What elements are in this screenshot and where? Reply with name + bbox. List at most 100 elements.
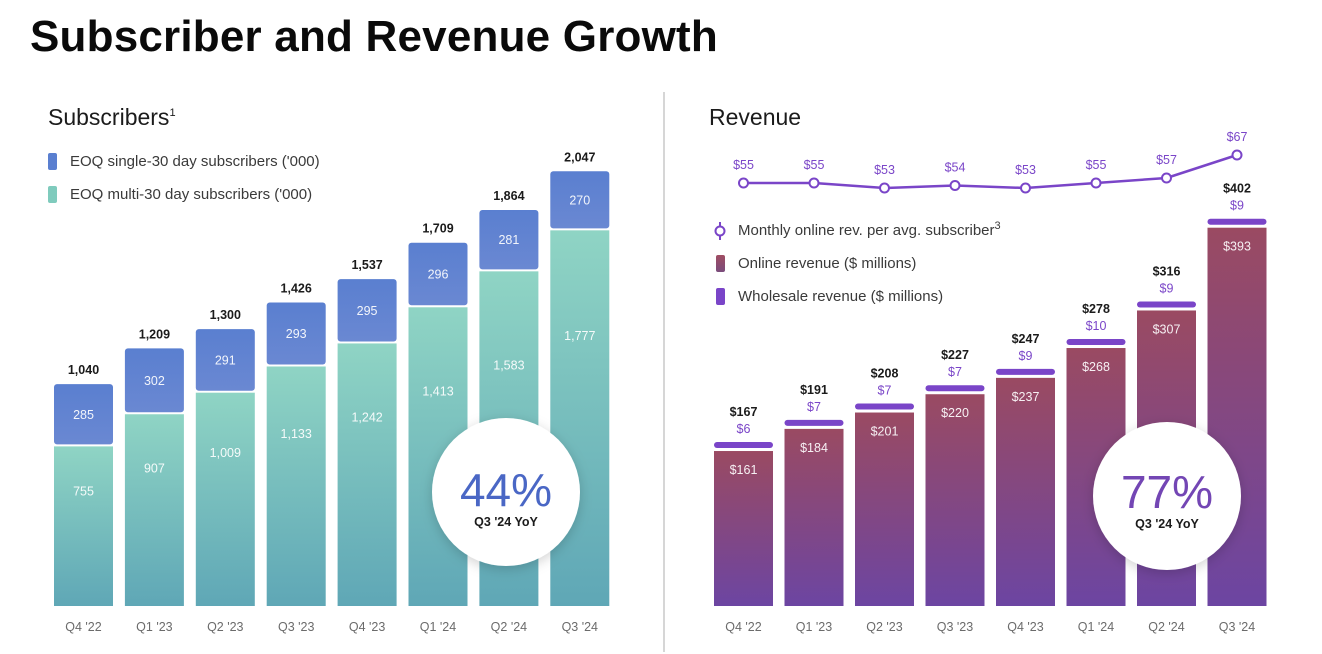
bar-online-revenue <box>996 377 1055 606</box>
subscribers-chart: Subscribers1 EOQ single-30 day subscribe… <box>48 104 610 634</box>
label-wholesale-revenue: $9 <box>1160 281 1174 295</box>
x-tick-label: Q4 '23 <box>1007 620 1043 634</box>
x-tick-label: Q1 '23 <box>136 620 172 634</box>
x-tick-label: Q4 '22 <box>65 620 101 634</box>
label-online-revenue: $237 <box>1012 390 1040 404</box>
x-tick-label: Q3 '23 <box>937 620 973 634</box>
bar-online-revenue <box>925 394 985 606</box>
label-total-subscribers: 1,537 <box>351 258 382 272</box>
bar-wholesale-revenue <box>1207 218 1267 225</box>
label-total-revenue: $227 <box>941 348 969 362</box>
bar-single-30 <box>408 242 468 306</box>
revenue-chart: Revenue $161 $6 $167 Q4 '22 $184 $7 $191 Q1 '23… <box>709 104 1267 634</box>
label-single-30: 296 <box>428 268 449 282</box>
bar-online-revenue <box>714 451 773 606</box>
yoy-value: 77% <box>1121 466 1213 518</box>
yoy-caption: Q3 '24 YoY <box>474 515 538 529</box>
subscribers-title: Subscribers1 <box>48 104 176 130</box>
arpu-label: $57 <box>1156 153 1177 167</box>
x-tick-label: Q2 '24 <box>1148 620 1184 634</box>
bar-wholesale-revenue <box>855 403 914 410</box>
bar-single-30 <box>479 209 539 270</box>
bar-single-30 <box>124 348 184 413</box>
label-total-revenue: $247 <box>1012 332 1040 346</box>
arpu-point <box>738 177 749 189</box>
label-wholesale-revenue: $7 <box>948 365 962 379</box>
label-online-revenue: $161 <box>730 463 758 477</box>
legend-label-online: Online revenue ($ millions) <box>738 255 916 272</box>
x-tick-label: Q3 '23 <box>278 620 314 634</box>
bar-wholesale-revenue <box>1137 301 1196 308</box>
legend-swatch-multi <box>48 186 57 203</box>
label-wholesale-revenue: $9 <box>1230 199 1244 213</box>
x-tick-label: Q2 '23 <box>866 620 902 634</box>
legend-label-wholesale: Wholesale revenue ($ millions) <box>738 288 943 305</box>
bar-online-revenue <box>855 412 914 606</box>
label-multi-30: 1,413 <box>422 384 453 398</box>
legend-swatch-online <box>716 255 725 272</box>
label-multi-30: 1,009 <box>210 446 241 460</box>
label-multi-30: 1,583 <box>493 359 524 373</box>
bar-single-30 <box>54 384 113 445</box>
yoy-value: 44% <box>460 464 552 516</box>
arpu-point <box>1161 172 1172 184</box>
label-total-subscribers: 1,864 <box>493 189 524 203</box>
label-total-subscribers: 1,426 <box>281 282 312 296</box>
panel-divider <box>663 92 665 652</box>
legend-label-arpu: Monthly online rev. per avg. subscriber3 <box>738 220 1001 239</box>
bar-online-revenue <box>784 428 844 606</box>
x-tick-label: Q4 '23 <box>349 620 385 634</box>
label-online-revenue: $307 <box>1153 322 1181 336</box>
arpu-label: $53 <box>1015 163 1036 177</box>
bar-single-30 <box>550 171 610 229</box>
legend-marker-arpu <box>714 225 726 237</box>
label-total-revenue: $191 <box>800 383 828 397</box>
subscribers-legend: EOQ single-30 day subscribers ('000) EOQ… <box>48 153 320 203</box>
revenue-yoy-callout: 77% Q3 '24 YoY <box>1093 422 1241 570</box>
label-total-subscribers: 1,209 <box>139 327 170 341</box>
label-online-revenue: $268 <box>1082 360 1110 374</box>
label-single-30: 281 <box>498 233 519 247</box>
label-wholesale-revenue: $9 <box>1019 349 1033 363</box>
label-multi-30: 1,242 <box>351 410 382 424</box>
label-single-30: 295 <box>357 304 378 318</box>
arpu-label: $55 <box>804 158 825 172</box>
yoy-circle <box>1093 422 1241 570</box>
bar-single-30 <box>337 279 397 342</box>
x-tick-label: Q3 '24 <box>1219 620 1255 634</box>
bar-wholesale-revenue <box>925 385 985 392</box>
label-single-30: 270 <box>569 193 590 207</box>
bar-wholesale-revenue <box>714 442 773 449</box>
label-online-revenue: $393 <box>1223 240 1251 254</box>
label-total-revenue: $167 <box>730 405 758 419</box>
label-total-revenue: $208 <box>871 367 899 381</box>
bar-wholesale-revenue <box>996 368 1055 375</box>
bar-wholesale-revenue <box>1066 339 1126 346</box>
label-wholesale-revenue: $7 <box>878 384 892 398</box>
label-total-subscribers: 1,040 <box>68 363 99 377</box>
arpu-point <box>879 182 890 194</box>
label-multi-30: 907 <box>144 461 165 475</box>
label-total-revenue: $316 <box>1153 264 1181 278</box>
bar-multi-30 <box>195 392 255 606</box>
arpu-label: $67 <box>1227 130 1248 144</box>
revenue-legend: Monthly online rev. per avg. subscriber3… <box>714 220 1001 305</box>
bar-single-30 <box>195 329 255 391</box>
label-total-subscribers: 1,709 <box>422 222 453 236</box>
arpu-label: $55 <box>733 158 754 172</box>
x-tick-label: Q2 '24 <box>491 620 527 634</box>
label-total-subscribers: 2,047 <box>564 150 595 164</box>
arpu-point <box>1231 149 1243 161</box>
subscribers-yoy-callout: 44% Q3 '24 YoY <box>432 418 580 566</box>
arpu-label: $54 <box>945 161 966 175</box>
arpu-line <box>743 153 1238 190</box>
bar-multi-30 <box>266 366 326 606</box>
legend-label-multi: EOQ multi-30 day subscribers ('000) <box>70 186 312 203</box>
yoy-caption: Q3 '24 YoY <box>1135 517 1199 531</box>
label-total-revenue: $402 <box>1223 182 1251 196</box>
x-tick-label: Q2 '23 <box>207 620 243 634</box>
label-multi-30: 1,777 <box>564 329 595 343</box>
legend-swatch-wholesale <box>716 288 725 305</box>
arpu-point <box>1020 182 1031 194</box>
label-single-30: 285 <box>73 408 94 422</box>
